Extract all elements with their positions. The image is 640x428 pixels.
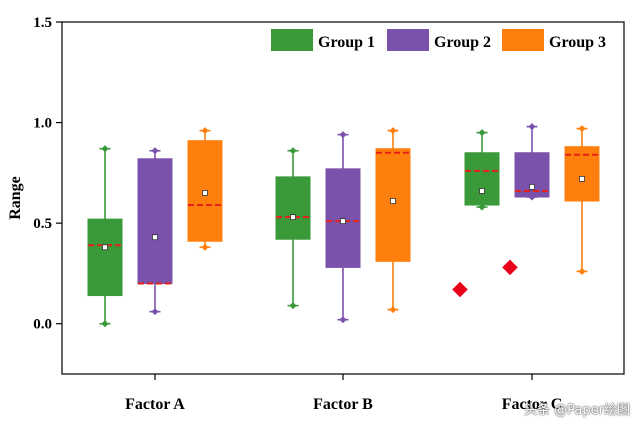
- whisker-marker: [339, 131, 347, 139]
- legend-swatch-2: [387, 29, 429, 51]
- box: [87, 218, 123, 297]
- box-group-3-1: [187, 127, 223, 251]
- mean-marker: [529, 184, 535, 190]
- box: [137, 158, 173, 284]
- box-group-2-1: [137, 147, 173, 316]
- whisker-marker: [201, 243, 209, 251]
- mean-marker: [340, 218, 346, 225]
- whisker-marker: [289, 302, 297, 310]
- whisker-marker: [578, 267, 586, 275]
- outlier-marker: [502, 259, 518, 276]
- box: [464, 152, 500, 206]
- y-tick-label: 1.0: [33, 116, 52, 132]
- whisker-marker: [389, 127, 397, 135]
- box-group-3-2: [375, 127, 411, 314]
- watermark: 头条 @Paper绘图: [524, 403, 630, 418]
- box: [187, 140, 223, 242]
- mean-marker: [102, 244, 108, 251]
- box-group-2-2: [325, 131, 361, 324]
- legend-swatch-1: [271, 29, 313, 51]
- whisker-marker: [289, 147, 297, 155]
- box: [375, 148, 411, 262]
- box: [325, 168, 361, 268]
- box-group-3-3: [564, 125, 600, 275]
- whisker-marker: [101, 145, 109, 153]
- whisker-marker: [478, 203, 486, 211]
- whisker-marker: [389, 306, 397, 314]
- box: [564, 146, 600, 202]
- box: [275, 176, 311, 240]
- box-group-2-3: [502, 123, 550, 276]
- mean-marker: [152, 234, 158, 241]
- mean-marker: [579, 175, 585, 182]
- whisker-marker: [151, 147, 159, 155]
- x-tick-label: Factor C: [502, 396, 563, 413]
- whisker-marker: [339, 316, 347, 324]
- mean-marker: [290, 214, 296, 221]
- box-group-1-2: [275, 147, 311, 310]
- whisker-marker: [478, 129, 486, 137]
- legend-label-1: Group 1: [318, 34, 375, 51]
- y-tick-label: 1.5: [33, 15, 52, 31]
- legend-swatch-3: [502, 29, 544, 51]
- outlier-marker: [452, 281, 468, 298]
- box-group-1-3: [452, 129, 500, 298]
- whisker-marker: [528, 123, 536, 131]
- mean-marker: [390, 198, 396, 204]
- y-tick-label: 0.0: [33, 317, 52, 333]
- whisker-marker: [151, 308, 159, 316]
- whisker-marker: [578, 125, 586, 133]
- box-group-1-1: [87, 145, 123, 328]
- mean-marker: [202, 190, 208, 196]
- whisker-marker: [101, 320, 109, 328]
- x-tick-label: Factor B: [313, 396, 373, 413]
- y-tick-label: 0.5: [33, 216, 52, 232]
- mean-marker: [479, 188, 485, 194]
- x-tick-label: Factor A: [125, 396, 185, 413]
- whisker-marker: [201, 127, 209, 135]
- y-axis-label: Range: [7, 176, 24, 220]
- whisker-marker: [528, 193, 536, 201]
- legend-label-3: Group 3: [549, 34, 606, 51]
- legend-label-2: Group 2: [434, 34, 491, 51]
